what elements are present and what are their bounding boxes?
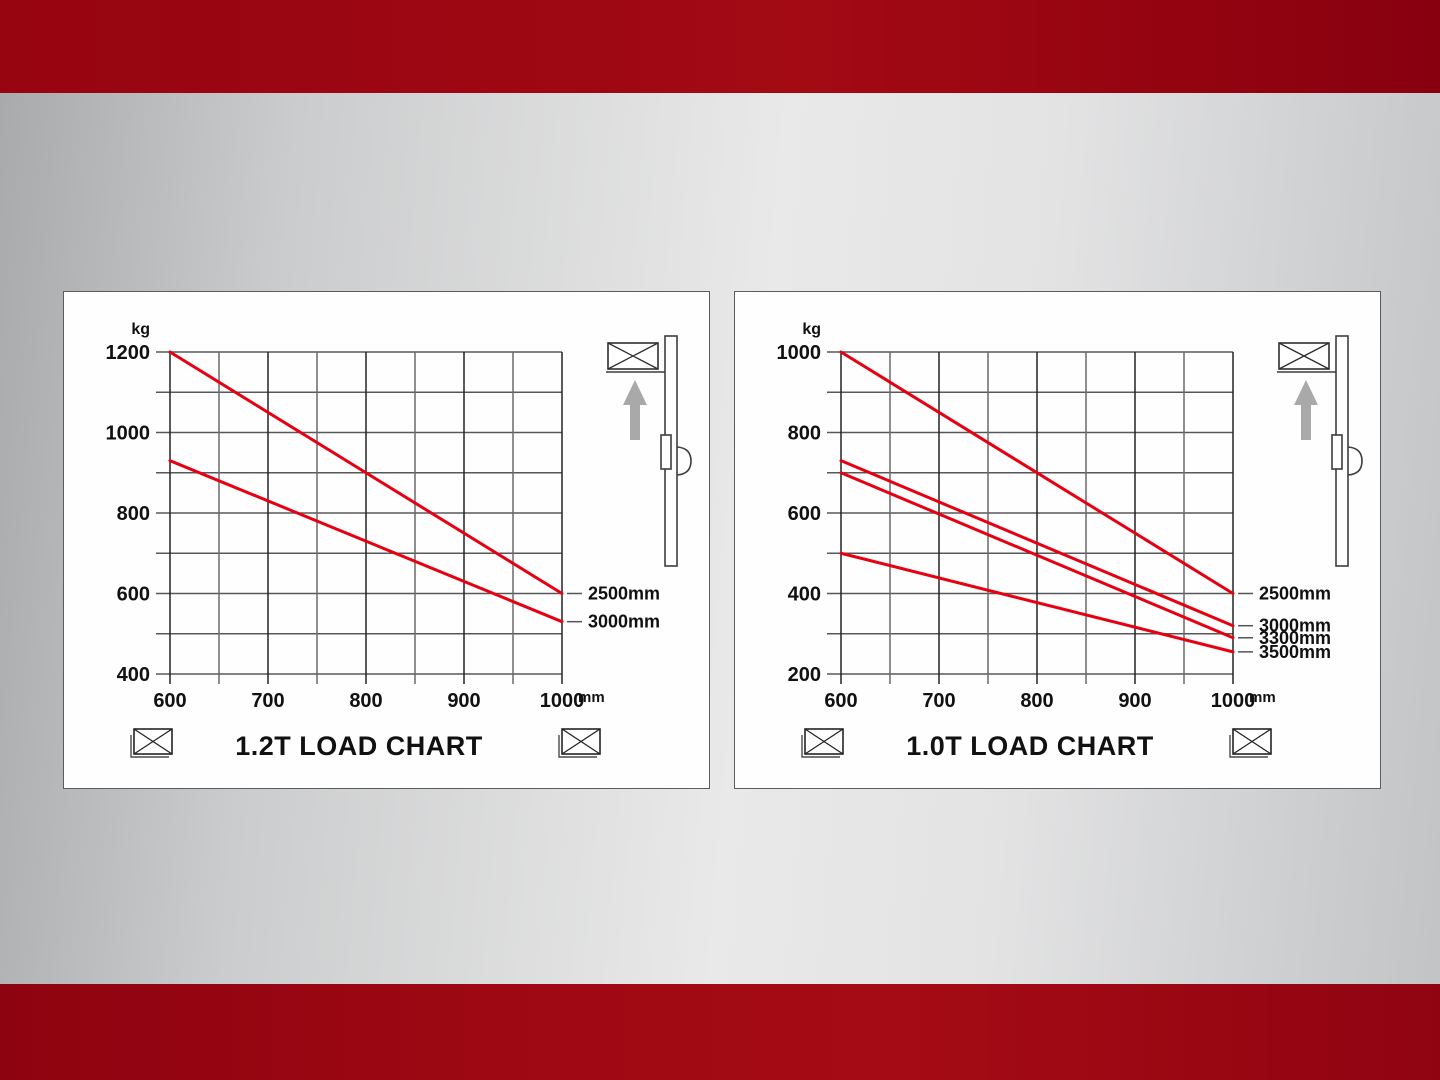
capacity-line-2500mm — [839, 350, 1235, 595]
series-2500mm: 2500mm — [839, 350, 1331, 604]
capacity-line-2500mm — [168, 350, 564, 595]
y-tick-label: 400 — [788, 584, 821, 606]
grid — [827, 351, 1234, 684]
capacity-line-3000mm — [168, 459, 564, 624]
x-tick-label: 900 — [1118, 690, 1151, 712]
y-tick-label: 800 — [117, 503, 150, 525]
series-2500mm: 2500mm — [168, 350, 660, 604]
load-chart-panel-1-2t: 400 600 800 1000 1200 kg 600 700 800 900 1000 mm 250… — [63, 291, 710, 789]
x-tick-label: 600 — [824, 690, 857, 712]
capacity-line-3500mm — [839, 551, 1235, 654]
top-red-banner — [0, 0, 1440, 93]
y-axis-labels: 400 600 800 1000 1200 kg — [106, 321, 151, 686]
series-3000mm: 3000mm — [168, 459, 660, 632]
series-label-3300mm: 3300mm — [1259, 628, 1331, 648]
x-tick-label: 1000 — [1211, 690, 1256, 712]
y-tick-label: 600 — [788, 503, 821, 525]
chart-title-1-2t: 1.2T LOAD CHART — [235, 731, 483, 761]
series-label-2500mm: 2500mm — [588, 584, 660, 604]
series-label-3000mm: 3000mm — [1259, 616, 1331, 636]
x-tick-label: 900 — [447, 690, 480, 712]
capacity-line-3300mm — [839, 471, 1235, 640]
series-3500mm: 3500mm — [839, 551, 1331, 662]
x-axis-unit-label: mm — [578, 689, 605, 706]
x-tick-label: 700 — [922, 690, 955, 712]
capacity-line-3000mm — [839, 459, 1235, 628]
x-tick-label: 600 — [153, 690, 186, 712]
series-3000mm: 3000mm — [839, 459, 1331, 636]
y-tick-label: 400 — [117, 664, 150, 686]
x-tick-label: 800 — [1020, 690, 1053, 712]
y-tick-label: 1000 — [777, 342, 822, 364]
pallet-stacker-mast-icon — [605, 335, 692, 567]
y-tick-label: 1000 — [106, 423, 151, 445]
series-label-3000mm: 3000mm — [588, 612, 660, 632]
grid — [156, 351, 563, 684]
x-tick-label: 700 — [251, 690, 284, 712]
y-axis-unit-label: kg — [802, 321, 821, 338]
bottom-red-banner — [0, 984, 1440, 1080]
y-tick-label: 600 — [117, 584, 150, 606]
y-tick-label: 800 — [788, 423, 821, 445]
x-tick-label: 800 — [349, 690, 382, 712]
x-axis-unit-label: mm — [1249, 689, 1276, 706]
load-chart-panel-1-0t: 200 400 600 800 1000 kg 600 700 800 900 1000 mm 2500… — [734, 291, 1381, 789]
y-tick-label: 200 — [788, 664, 821, 686]
y-axis-labels: 200 400 600 800 1000 kg — [777, 321, 822, 686]
series-label-3500mm: 3500mm — [1259, 642, 1331, 662]
chart-title-1-0t: 1.0T LOAD CHART — [906, 731, 1154, 761]
series-3300mm: 3300mm — [839, 471, 1331, 648]
y-axis-unit-label: kg — [131, 321, 150, 338]
series-label-2500mm: 2500mm — [1259, 584, 1331, 604]
y-tick-label: 1200 — [106, 342, 151, 364]
x-tick-label: 1000 — [540, 690, 585, 712]
pallet-stacker-mast-icon — [1276, 335, 1363, 567]
